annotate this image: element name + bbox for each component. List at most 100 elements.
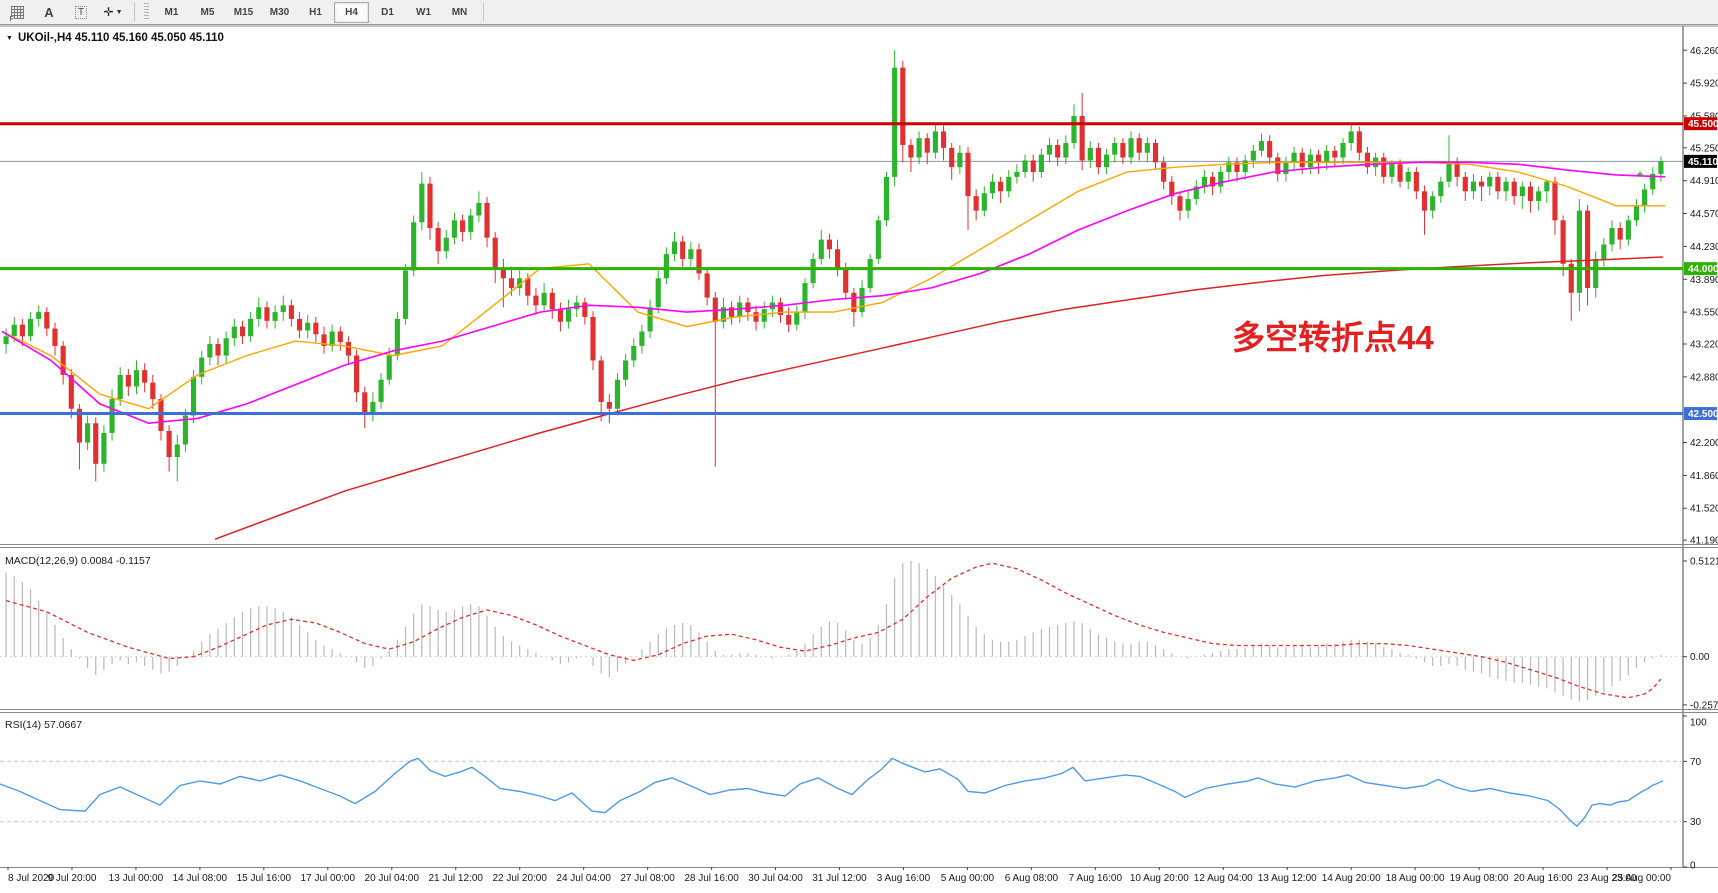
timeframe-button-D1[interactable]: D1 (381, 6, 394, 18)
time-tick-label: 17 Jul 00:00 (301, 873, 356, 884)
price-tick-label: 45.920 (1690, 79, 1718, 90)
indicators-grid-icon[interactable]: F (2, 1, 32, 23)
candle-body (1503, 181, 1509, 192)
candle-body (1218, 172, 1224, 187)
candle-body (1193, 186, 1199, 200)
candle-body (1014, 172, 1020, 177)
candle-body (745, 302, 751, 313)
rsi-tick-label: 100 (1690, 718, 1707, 729)
timeframe-button-M30[interactable]: M30 (269, 6, 290, 18)
candle-body (908, 144, 914, 158)
macd-tick-label: -0.2578 (1690, 700, 1718, 711)
symbol-ohlc-title: UKOil-,H4 45.110 45.160 45.050 45.110 (18, 32, 224, 44)
candle-body (1152, 143, 1159, 163)
candle-body (150, 382, 156, 400)
badge-bg (1684, 407, 1717, 421)
candle-body (1519, 186, 1525, 197)
cursor-tools-button[interactable]: ✛ ▼ (98, 1, 128, 23)
chart-canvas[interactable]: + − 多空转折点44 ▼ UKOil-,H4 45.110 45.160 45.050… (0, 25, 1718, 893)
candle-body (1267, 141, 1273, 158)
timeframe-button-H4[interactable]: H4 (334, 1, 369, 23)
candle-body (671, 241, 678, 255)
candle-body (1324, 150, 1330, 163)
candle-body (859, 287, 865, 313)
candle-body (1470, 181, 1477, 192)
rsi-panel[interactable]: RSI(14) 57.0667 100 70 30 0 (0, 715, 1707, 872)
time-tick-label: 15 Jul 16:00 (237, 873, 292, 884)
candle-body (1454, 162, 1460, 177)
text-box-button[interactable]: T (66, 1, 96, 23)
candle-body (182, 415, 188, 445)
time-tick-label: 8 Jul 2020 (8, 873, 55, 884)
price-tick-label: 46.260 (1690, 46, 1718, 57)
candle-body (794, 312, 800, 325)
candle-body (1364, 152, 1371, 168)
candle-body (1291, 152, 1297, 163)
macd-panel[interactable]: MACD(12,26,9) 0.0084 -0.1157 0.5121 0.00 -0… (0, 555, 1718, 711)
price-axis[interactable]: 46.260 45.920 45.580 45.250 44.910 44.570 44.2… (1683, 46, 1718, 547)
candle-body (394, 318, 400, 356)
candle-body (1242, 160, 1248, 173)
candle-body (1421, 191, 1428, 211)
candle-body (957, 152, 963, 168)
timeframe-button-M15[interactable]: M15 (233, 6, 254, 18)
candle-body (549, 292, 555, 310)
candle-body (1495, 176, 1501, 192)
timeframe-button-W1[interactable]: W1 (416, 6, 431, 18)
candle-body (272, 312, 278, 321)
candle-body (239, 326, 246, 337)
grid-icon: F (9, 5, 24, 23)
candle-body (476, 202, 482, 216)
time-tick-label: 13 Jul 00:00 (109, 873, 164, 884)
candle-body (1169, 181, 1175, 197)
chart-area[interactable]: + − 多空转折点44 ▼ UKOil-,H4 45.110 45.160 45.050… (0, 25, 1718, 893)
candle-body (753, 312, 759, 322)
rsi-tick-label: 30 (1690, 817, 1702, 828)
candle-body (190, 376, 197, 416)
candle-body (1234, 162, 1240, 173)
candle-body (1128, 138, 1134, 158)
candle-body (998, 181, 1004, 192)
candle-body (166, 430, 172, 458)
macd-signal-line (5, 562, 1662, 699)
candle-body (655, 278, 661, 308)
candle-body (1356, 131, 1362, 153)
candle-body (256, 307, 262, 319)
rsi-tick-label: 0 (1690, 861, 1696, 872)
candle-body (1593, 258, 1599, 288)
timeframe-button-group: M1 M5 M15 M30 H1 H4 D1 W1 MN (154, 1, 477, 23)
candle-body (533, 295, 539, 306)
chart-title-group: ▼ UKOil-,H4 45.110 45.160 45.050 45.110 (6, 32, 224, 44)
time-tick-label: 7 Aug 16:00 (1069, 873, 1123, 884)
timeframe-button-MN[interactable]: MN (451, 6, 468, 18)
badge-bg (1684, 262, 1717, 276)
candle-body (305, 322, 311, 331)
price-tick-label: 41.190 (1690, 536, 1718, 547)
candle-body (680, 241, 686, 259)
candle-body (1120, 143, 1126, 158)
candle-body (1079, 115, 1085, 161)
main-price-panel[interactable]: + − 多空转折点44 ▼ UKOil-,H4 45.110 45.160 45.050… (0, 32, 1683, 540)
toolbar-drag-handle[interactable] (144, 3, 149, 21)
letter-a-icon: A (44, 4, 54, 20)
candle-body (215, 343, 221, 356)
timeframe-button-M1[interactable]: M1 (164, 6, 179, 18)
rsi-tick-label: 70 (1690, 757, 1702, 768)
badge-text: 44.000 (1688, 264, 1718, 275)
candle-body (1617, 228, 1623, 240)
timeframe-button-H1[interactable]: H1 (309, 6, 322, 18)
candle-body (313, 322, 319, 335)
timeframe-button-M5[interactable]: M5 (200, 6, 215, 18)
candle-body (484, 202, 490, 238)
time-tick-label: 28 Jul 16:00 (684, 873, 739, 884)
candle-body (378, 379, 384, 402)
text-label-button[interactable]: A (34, 1, 64, 23)
time-tick-label: 22 Jul 20:00 (492, 873, 547, 884)
time-tick-label: 10 Aug 20:00 (1130, 873, 1189, 884)
toolbar-separator-2 (483, 3, 484, 21)
candle-body (288, 305, 294, 319)
time-tick-label: 3 Aug 16:00 (877, 873, 931, 884)
time-tick-label: 23 Aug 23:00 (1578, 873, 1637, 884)
candlestick-series[interactable] (3, 50, 1664, 482)
